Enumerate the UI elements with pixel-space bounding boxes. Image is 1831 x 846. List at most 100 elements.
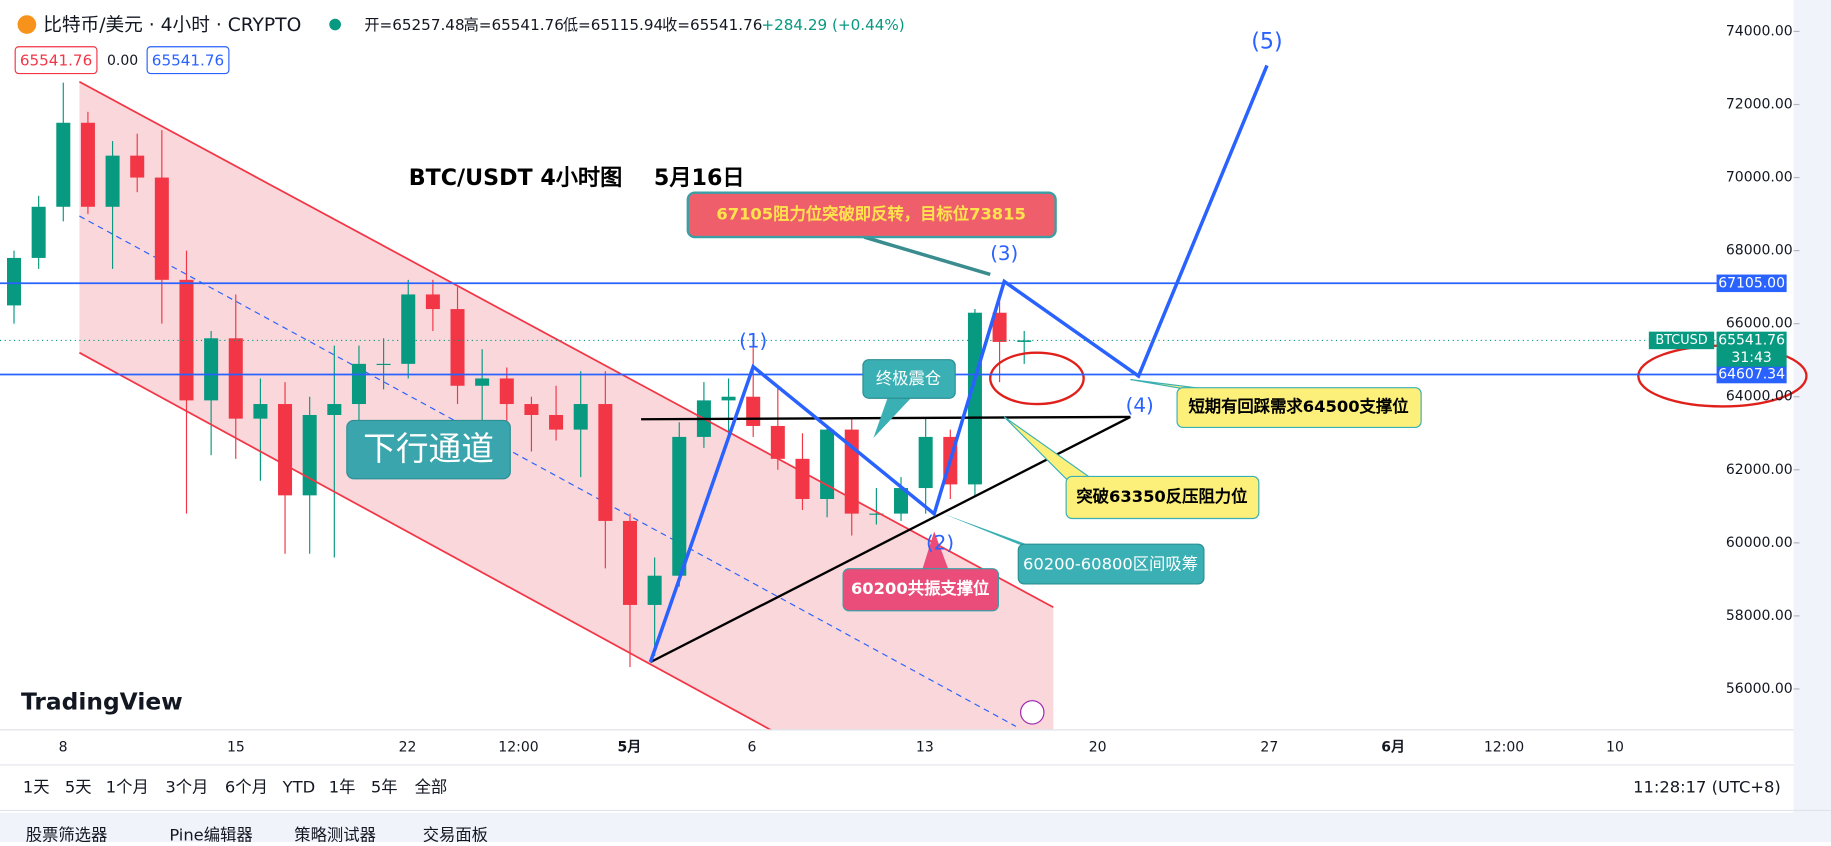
range-button[interactable]: 6个月: [225, 778, 268, 797]
candle-body: [376, 363, 391, 366]
highlight-circle: [989, 351, 1085, 406]
candle-body: [746, 396, 761, 426]
x-axis: 8 15 22 12:00 5月 6 13 20 27 6月 12:00 10: [59, 739, 1624, 755]
range-button[interactable]: YTD: [282, 778, 316, 797]
range-button[interactable]: 1天: [23, 778, 50, 797]
x-tick-label: 5月: [618, 739, 642, 755]
ohlc: 收=65541.76: [662, 16, 762, 34]
note-box: [842, 568, 999, 612]
price-lines: 67105.00 64607.34 BTCUSD 65541.76 31:43: [0, 274, 1787, 384]
candle-body: [327, 404, 342, 415]
plot-area: [79, 81, 1054, 730]
panel-tab[interactable]: 策略测试器: [294, 826, 376, 845]
note-text: 60200-60800区间吸筹: [1023, 555, 1198, 574]
price-tag: [1716, 365, 1787, 384]
y-tick-label: 70000.00: [1726, 170, 1793, 186]
legend-box: [146, 46, 230, 75]
panel-tab[interactable]: 交易面板: [423, 826, 488, 845]
y-tick-label: 58000.00: [1726, 608, 1793, 624]
candle-body: [820, 429, 835, 500]
legend-value: 65541.76: [152, 51, 224, 69]
x-tick-label: 6: [748, 739, 757, 755]
candle-body: [475, 378, 490, 386]
note-text: 短期有回踩需求64500支撑位: [1188, 397, 1408, 416]
ohlc: 开=65257.48: [364, 16, 464, 34]
legend-box: [14, 46, 98, 75]
y-tick-label: 62000.00: [1726, 462, 1793, 478]
x-tick-label: 12:00: [1484, 739, 1524, 755]
candle-body: [253, 404, 268, 419]
event-icon: [1020, 700, 1045, 725]
brand: TradingView: [21, 688, 183, 716]
note-text: 终极震仓: [876, 369, 941, 388]
symbol-tag-label: BTCUSD: [1655, 333, 1707, 348]
range-button[interactable]: 5年: [371, 778, 398, 797]
candle-body: [869, 513, 884, 515]
candle-body: [179, 279, 194, 401]
chart-subtitle: 5月16日: [654, 165, 745, 191]
candle-body: [795, 458, 810, 500]
note-box: [862, 359, 956, 399]
candle-body: [105, 155, 120, 207]
candle-body: [721, 396, 736, 401]
candle-body: [647, 575, 662, 605]
note-text: 下行通道: [363, 430, 494, 468]
range-button[interactable]: 3个月: [165, 778, 208, 797]
x-tick-label: 13: [916, 739, 934, 755]
chart-title: BTC/USDT 4小时图: [409, 165, 623, 191]
range-button[interactable]: 全部: [415, 778, 448, 797]
note-text: 60200共振支撑位: [851, 579, 989, 598]
clock: 11:28:17 (UTC+8): [1633, 778, 1781, 797]
y-tick-label: 72000.00: [1726, 97, 1793, 113]
status-dot: [329, 18, 341, 31]
x-tick-label: 15: [227, 739, 245, 755]
price-tag-label: 67105.00: [1718, 275, 1785, 291]
candle-body: [302, 414, 317, 496]
candle-body: [80, 122, 95, 207]
note-box: [686, 191, 1057, 239]
candle-body: [992, 312, 1007, 342]
candle-body: [351, 363, 366, 405]
panel-tab[interactable]: Pine编辑器: [169, 826, 252, 845]
header: 比特币/美元 · 4小时 · CRYPTO 开=65257.48 高=65541…: [14, 15, 905, 75]
ohlc: 高=65541.76: [464, 16, 564, 34]
symbol-tag: [1648, 331, 1715, 350]
range-button[interactable]: 5天: [65, 778, 92, 797]
y-tick-label: 68000.00: [1726, 243, 1793, 259]
range-button[interactable]: 1个月: [106, 778, 149, 797]
range-button[interactable]: 1年: [329, 778, 356, 797]
y-tick-label: 74000.00: [1726, 23, 1793, 39]
wave-label: (3): [990, 242, 1018, 265]
coin-icon: [17, 15, 37, 34]
price-tag-label: 64607.34: [1718, 367, 1785, 383]
candle-body: [31, 206, 46, 258]
pointer: [863, 235, 991, 277]
candle-body: [524, 404, 539, 415]
candle-body: [573, 404, 588, 430]
candle-body: [499, 378, 514, 405]
candle-body: [425, 294, 440, 310]
candle-body: [918, 436, 933, 489]
note-text: 突破63350反压阻力位: [1076, 487, 1247, 506]
candle-body: [204, 338, 219, 401]
x-tick-label: 22: [399, 739, 417, 755]
candle-body: [622, 520, 637, 605]
x-tick-label: 6月: [1381, 739, 1405, 755]
pointer: [873, 398, 911, 438]
candle-body: [278, 404, 293, 496]
bottom-tabs: [0, 812, 1831, 842]
panel-tab[interactable]: 股票筛选器: [26, 826, 108, 845]
candle-body: [7, 257, 22, 306]
note-box: [346, 419, 511, 480]
candle-body: [450, 309, 465, 386]
legend-value: 0.00: [107, 53, 138, 69]
candle-body: [130, 155, 145, 178]
right-toolbar: [1793, 0, 1831, 842]
x-tick-label: 12:00: [498, 739, 538, 755]
change: +284.29 (+0.44%): [761, 16, 904, 34]
price-tag: [1716, 274, 1787, 293]
countdown: 31:43: [1731, 350, 1771, 366]
candle-body: [1017, 340, 1032, 342]
